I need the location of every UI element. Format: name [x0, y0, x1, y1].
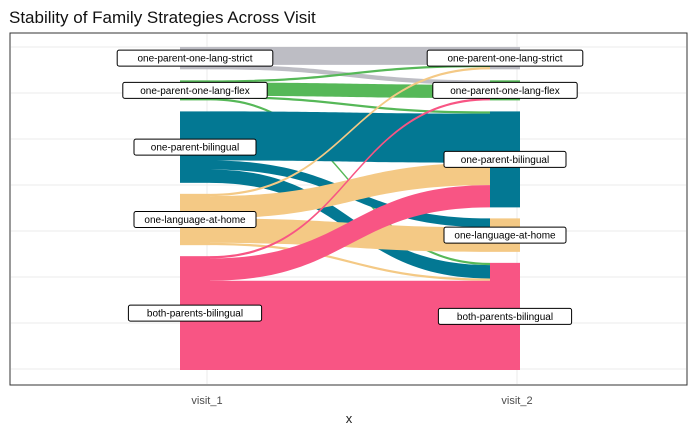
flow-one-parent-one-lang-flex-to-one-parent-one-lang-strict: [210, 64, 490, 83]
flow-both-parents-bilingual-to-one-parent-bilingual: [210, 185, 490, 281]
flow-one-parent-bilingual-to-one-parent-bilingual: [210, 111, 490, 163]
svg-text:one-parent-bilingual: one-parent-bilingual: [461, 155, 549, 166]
node-label-one-parent-bilingual: one-parent-bilingual: [443, 150, 567, 168]
svg-text:one-parent-one-lang-flex: one-parent-one-lang-flex: [140, 86, 250, 97]
x-tick-label: visit_1: [191, 395, 222, 407]
node-label-one-parent-one-lang-strict: one-parent-one-lang-strict: [426, 49, 584, 67]
flow-one-language-at-home-to-both-parents-bilingual: [210, 242, 490, 281]
node-label-one-language-at-home: one-language-at-home: [443, 226, 567, 244]
svg-text:one-parent-one-lang-strict: one-parent-one-lang-strict: [137, 54, 252, 65]
node-label-both-parents-bilingual: both-parents-bilingual: [127, 304, 263, 322]
plot-border: [9, 32, 688, 386]
flow-both-parents-bilingual-to-both-parents-bilingual: [210, 280, 490, 370]
node-labels: one-parent-one-lang-strict one-parent-one…: [116, 49, 584, 325]
flow-one-parent-one-lang-flex-to-one-parent-bilingual: [210, 95, 490, 114]
svg-text:both-parents-bilingual: both-parents-bilingual: [457, 312, 553, 323]
node-label-both-parents-bilingual: both-parents-bilingual: [437, 307, 573, 325]
flow-one-language-at-home-to-one-parent-bilingual: [210, 162, 490, 219]
svg-text:one-parent-one-lang-flex: one-parent-one-lang-flex: [450, 86, 560, 97]
flow-both-parents-bilingual-to-one-parent-one-lang-flex: [210, 98, 490, 259]
node-label-one-parent-one-lang-flex: one-parent-one-lang-flex: [432, 81, 578, 99]
flow-one-parent-one-lang-strict-to-one-parent-one-lang-strict: [210, 47, 490, 65]
node-label-one-parent-one-lang-flex: one-parent-one-lang-flex: [122, 81, 268, 99]
node-label-one-parent-bilingual: one-parent-bilingual: [133, 138, 257, 156]
node-label-one-language-at-home: one-language-at-home: [133, 211, 257, 228]
svg-text:one-parent-one-lang-strict: one-parent-one-lang-strict: [447, 54, 562, 65]
svg-text:both-parents-bilingual: both-parents-bilingual: [147, 309, 243, 320]
x-tick-label: visit_2: [501, 395, 532, 407]
x-axis-title: x: [346, 411, 353, 426]
svg-text:one-language-at-home: one-language-at-home: [454, 231, 556, 242]
chart-title: Stability of Family Strategies Across Vi…: [9, 8, 316, 27]
flows: [210, 47, 490, 370]
x-tick-labels: visit_1 visit_2: [191, 395, 532, 407]
flow-one-parent-one-lang-flex-to-one-parent-one-lang-flex: [210, 82, 490, 99]
node-label-one-parent-one-lang-strict: one-parent-one-lang-strict: [116, 49, 274, 67]
flow-one-language-at-home-to-one-parent-one-lang-strict: [210, 67, 490, 197]
svg-text:one-language-at-home: one-language-at-home: [144, 215, 246, 226]
svg-text:one-parent-bilingual: one-parent-bilingual: [151, 143, 239, 154]
